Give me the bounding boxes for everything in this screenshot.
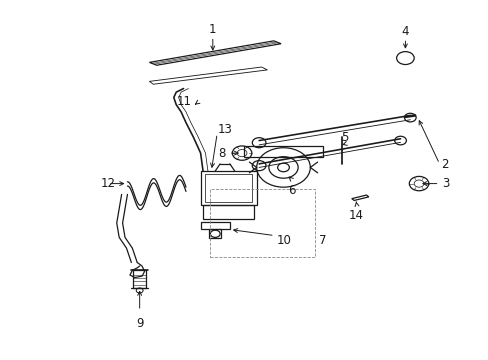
Text: 2: 2 bbox=[440, 158, 447, 171]
Text: 13: 13 bbox=[217, 123, 232, 136]
Text: 11: 11 bbox=[177, 95, 191, 108]
Bar bbox=[200, 222, 229, 229]
Text: 6: 6 bbox=[288, 184, 295, 197]
Bar bbox=[210, 189, 315, 257]
Bar bbox=[203, 205, 254, 219]
Text: 12: 12 bbox=[101, 177, 116, 190]
Bar bbox=[244, 146, 322, 157]
Bar bbox=[205, 174, 251, 202]
Text: 8: 8 bbox=[218, 147, 225, 159]
Text: 4: 4 bbox=[401, 24, 408, 38]
Bar bbox=[133, 270, 146, 288]
Text: 3: 3 bbox=[441, 177, 448, 190]
Text: 7: 7 bbox=[318, 234, 325, 247]
Text: 5: 5 bbox=[340, 131, 347, 144]
Bar bbox=[209, 229, 221, 238]
Text: 14: 14 bbox=[348, 209, 364, 222]
Text: 1: 1 bbox=[209, 23, 216, 36]
Text: 9: 9 bbox=[136, 317, 143, 330]
Bar bbox=[200, 171, 256, 205]
Text: 10: 10 bbox=[276, 234, 290, 247]
